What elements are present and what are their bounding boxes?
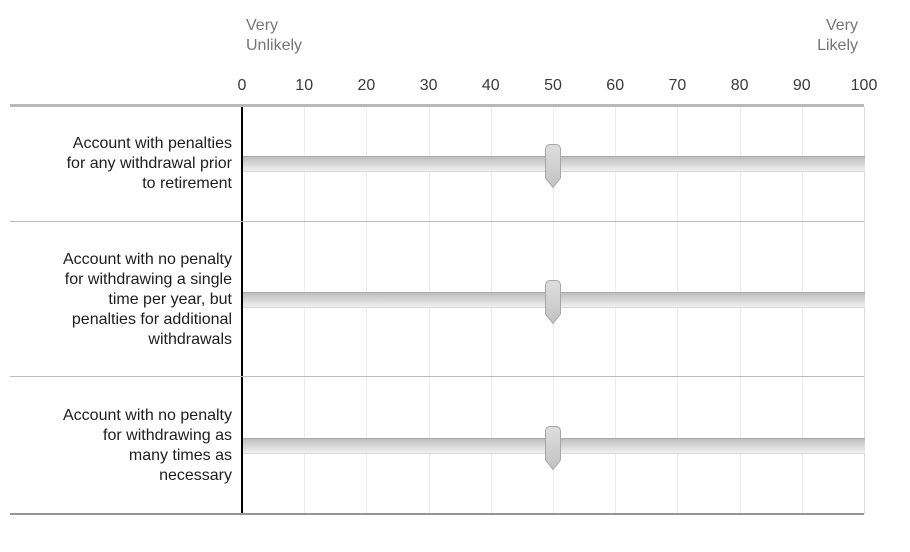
grid-line: [864, 107, 865, 514]
tick-label: 90: [792, 77, 811, 94]
grid-line: [801, 107, 803, 514]
row-label: Account with no penalty for withdrawing …: [63, 251, 232, 348]
grid-line: [615, 107, 617, 514]
grid-line: [428, 107, 430, 514]
tick-label: 80: [730, 77, 749, 94]
tick-label: 30: [419, 77, 438, 94]
slider-handle[interactable]: [544, 425, 562, 471]
scale-header-line: [10, 104, 864, 107]
tick-label: 60: [606, 77, 625, 94]
tick-label: 70: [668, 77, 687, 94]
grid-line: [366, 107, 368, 514]
anchor-very-likely: Very Likely: [817, 17, 858, 54]
tick-label: 10: [295, 77, 314, 94]
tick-label: 100: [850, 77, 878, 94]
tick-label: 40: [481, 77, 500, 94]
scale-axis-line: [241, 107, 243, 514]
slider-handle[interactable]: [544, 279, 562, 325]
row-divider: [10, 376, 864, 377]
table-bottom-border: [10, 513, 864, 515]
tick-label: 50: [544, 77, 562, 94]
anchor-very-unlikely: Very Unlikely: [246, 17, 303, 54]
grid-line: [739, 107, 741, 514]
row-label: Account with penalties for any withdrawa…: [66, 135, 232, 192]
grid-line: [490, 107, 492, 514]
row-label: Account with no penalty for withdrawing …: [63, 407, 232, 484]
grid-line: [304, 107, 306, 514]
tick-label: 0: [237, 77, 247, 94]
tick-label: 20: [357, 77, 376, 94]
row-divider: [10, 221, 864, 222]
grid-line: [677, 107, 679, 514]
slider-handle[interactable]: [544, 143, 562, 189]
